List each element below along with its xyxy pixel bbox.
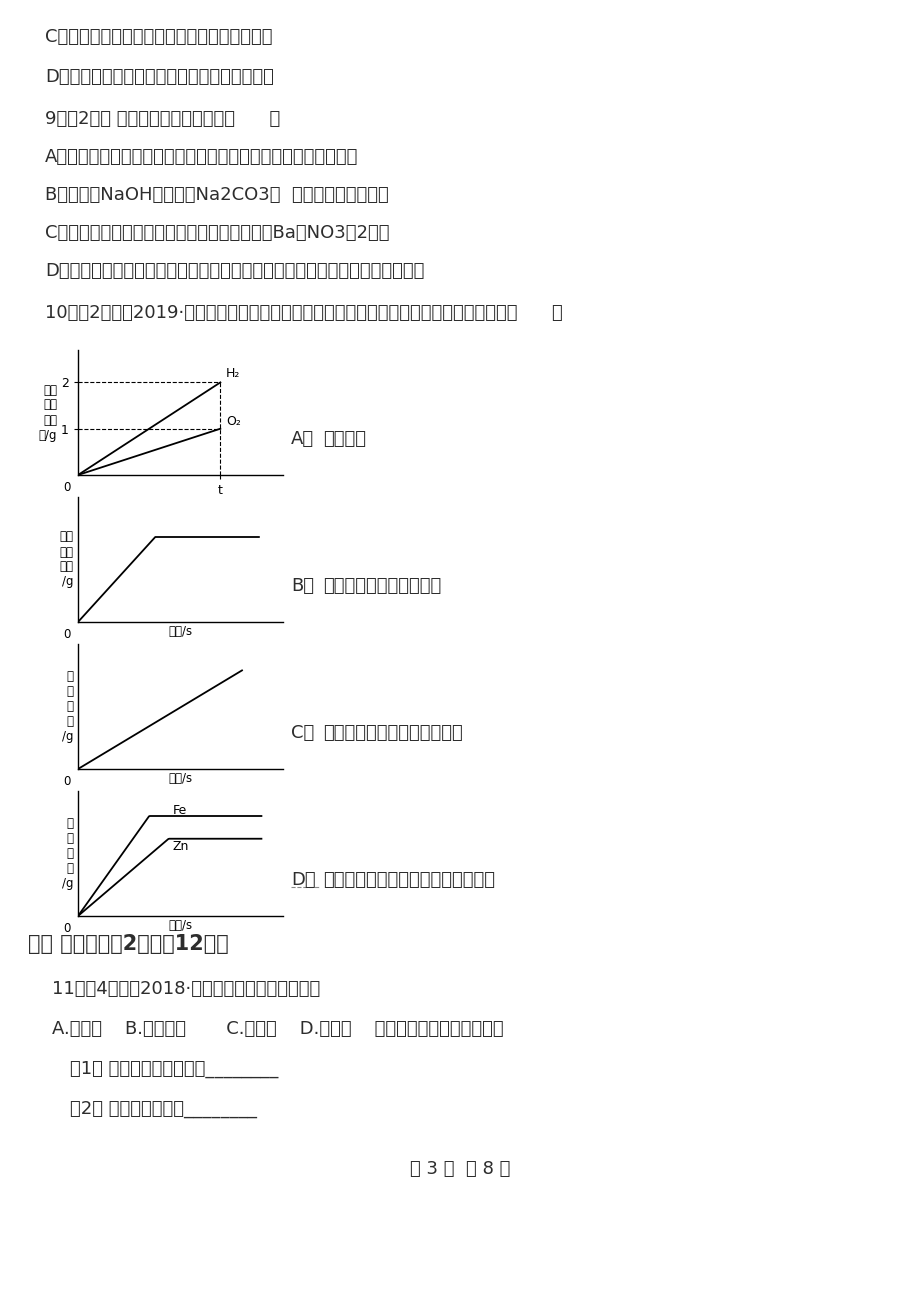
Text: B．要除去NaOH溶液中的Na2CO3，  可加入适量的稀盐酸: B．要除去NaOH溶液中的Na2CO3， 可加入适量的稀盐酸: [45, 186, 389, 204]
Y-axis label: 氢
气
质
量
/g: 氢 气 质 量 /g: [62, 816, 74, 891]
Text: Zn: Zn: [173, 840, 189, 853]
Text: B．: B．: [290, 577, 313, 595]
Text: A．要除去二氧化碳中的少量一氧化碳，可将气体通入澄清石灰水: A．要除去二氧化碳中的少量一氧化碳，可将气体通入澄清石灰水: [45, 148, 358, 165]
Text: C．要除去稀盐酸中的少量硫酸，可加入适量的Ba（NO3）2溶液: C．要除去稀盐酸中的少量硫酸，可加入适量的Ba（NO3）2溶液: [45, 224, 389, 242]
Text: （1） 可用作防毒面具的是________: （1） 可用作防毒面具的是________: [70, 1060, 278, 1078]
Text: 0: 0: [63, 775, 71, 788]
Y-axis label: 生成
气体
的质
量/g: 生成 气体 的质 量/g: [39, 384, 57, 441]
Text: 水的电解: 水的电解: [323, 430, 366, 448]
Text: 加热一定量的高锰酸钾制氧气: 加热一定量的高锰酸钾制氧气: [323, 724, 462, 742]
Text: D．图中甲、乙、丙三种物质均是由分子构成的: D．图中甲、乙、丙三种物质均是由分子构成的: [45, 68, 274, 86]
Text: C．该反应前后分子种类、原子种类均没有改变: C．该反应前后分子种类、原子种类均没有改变: [45, 29, 272, 46]
Text: 木炭在密闭的容器内燃烧: 木炭在密闭的容器内燃烧: [323, 577, 441, 595]
Text: H₂: H₂: [226, 367, 240, 380]
Text: 0: 0: [63, 922, 71, 935]
Text: D．粗盐提纯实验中，采用了溶解、过滤、蒸发的方法除去粗盐中的不溶性杂质: D．粗盐提纯实验中，采用了溶解、过滤、蒸发的方法除去粗盐中的不溶性杂质: [45, 262, 424, 280]
Text: A.碳酸钙    B.二氧化碳       C.活性炭    D.氯化钠    请用合适物质的代号填空：: A.碳酸钙 B.二氧化碳 C.活性炭 D.氯化钠 请用合适物质的代号填空：: [52, 1019, 503, 1038]
Text: 0: 0: [63, 482, 71, 495]
Y-axis label: 氧
气
质
量
/g: 氧 气 质 量 /g: [62, 671, 74, 743]
Text: O₂: O₂: [226, 415, 241, 428]
X-axis label: 时间/s: 时间/s: [168, 772, 192, 785]
Text: 9．（2分） 下列实验方法正确的是（      ）: 9．（2分） 下列实验方法正确的是（ ）: [45, 109, 280, 128]
Text: Fe: Fe: [173, 803, 187, 816]
Y-axis label: 二氧
化碳
质量
/g: 二氧 化碳 质量 /g: [60, 530, 74, 589]
Text: D．: D．: [290, 871, 315, 889]
Text: A．: A．: [290, 430, 313, 448]
Text: 第 3 页  共 8 页: 第 3 页 共 8 页: [409, 1160, 510, 1178]
X-axis label: 时间/s: 时间/s: [168, 500, 192, 513]
Text: （2） 可用于灭火的是________: （2） 可用于灭火的是________: [70, 1100, 256, 1118]
Text: 11．（4分）（2018·衡阳）现有下列四种物质：: 11．（4分）（2018·衡阳）现有下列四种物质：: [52, 980, 320, 999]
Text: C．: C．: [290, 724, 314, 742]
X-axis label: 时间/s: 时间/s: [168, 625, 192, 638]
Text: 等质量的锌、铁与足量的稀硫酸反应: 等质量的锌、铁与足量的稀硫酸反应: [323, 871, 494, 889]
Text: 0: 0: [63, 629, 71, 642]
X-axis label: 时间/s: 时间/s: [168, 919, 192, 932]
Text: 10．（2分）（2019·鄂托克旗模拟）如图所示的四个图象，能正确反映对应变化关系的是（      ）: 10．（2分）（2019·鄂托克旗模拟）如图所示的四个图象，能正确反映对应变化关…: [45, 303, 562, 322]
Text: 二、 简答题（共2题；共12分）: 二、 简答题（共2题；共12分）: [28, 934, 229, 954]
